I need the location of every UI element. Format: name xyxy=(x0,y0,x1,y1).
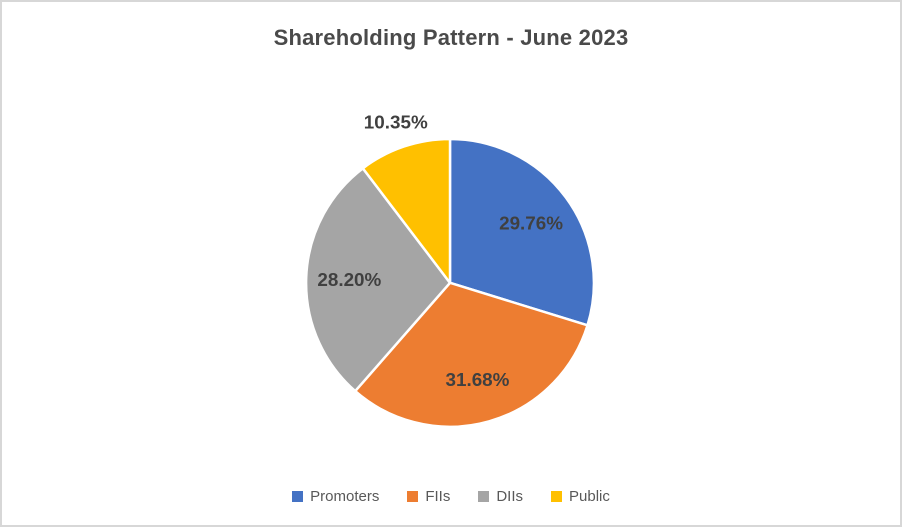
data-label-promoters: 29.76% xyxy=(499,213,563,234)
legend-swatch-fiis xyxy=(407,491,419,502)
chart-title: Shareholding Pattern - June 2023 xyxy=(273,25,629,50)
legend-label: Promoters xyxy=(310,488,380,505)
chart-legend: Promoters FIIs DIIs Public xyxy=(2,488,900,505)
pie-slice-diis xyxy=(304,167,452,393)
legend-label: Public xyxy=(569,488,610,505)
legend-item-diis: DIIs xyxy=(478,488,523,505)
legend-label: FIIs xyxy=(425,488,451,505)
pie-slice-public xyxy=(361,137,452,285)
legend-swatch-public xyxy=(551,491,562,502)
data-label-fiis: 31.68% xyxy=(446,369,510,390)
legend-item-public: Public xyxy=(551,488,610,505)
legend-item-promoters: Promoters xyxy=(292,488,379,505)
legend-swatch-diis xyxy=(478,491,490,502)
data-label-diis: 28.20% xyxy=(317,269,381,290)
data-label-public: 10.35% xyxy=(364,111,428,132)
legend-swatch-promoters xyxy=(292,491,304,502)
legend-label: DIIs xyxy=(496,488,523,505)
pie-slice-fiis xyxy=(353,281,589,428)
legend-item-fiis: FIIs xyxy=(407,488,450,505)
pie-slice-promoters xyxy=(448,137,596,327)
